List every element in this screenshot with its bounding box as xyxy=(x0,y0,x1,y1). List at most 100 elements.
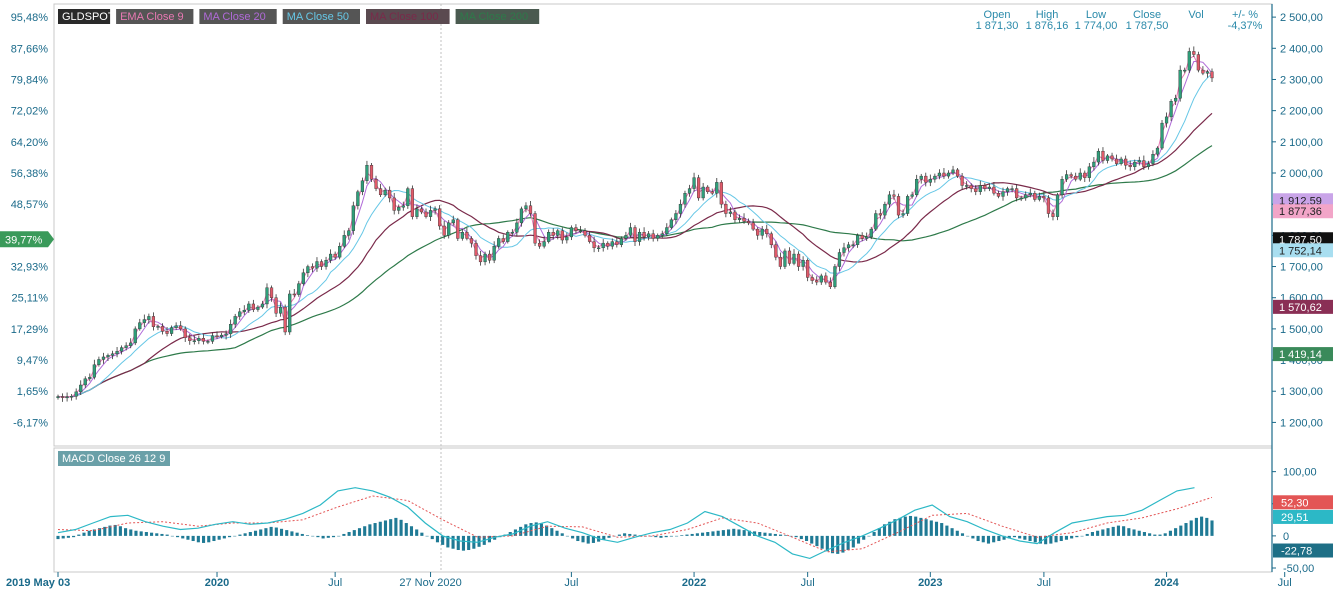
candle-body xyxy=(860,235,864,239)
macd-hist-bar xyxy=(300,533,304,536)
candle-body xyxy=(1087,166,1091,178)
candle-body xyxy=(238,311,242,317)
macd-hist-bar xyxy=(701,532,705,536)
macd-hist-bar xyxy=(415,529,419,536)
candle-body xyxy=(138,322,142,330)
macd-hist-bar xyxy=(420,532,424,536)
macd-hist-bar xyxy=(721,530,725,536)
macd-hist-bar xyxy=(207,535,211,543)
macd-hist-bar xyxy=(1210,520,1214,536)
candle-body xyxy=(996,193,1001,197)
candle-body xyxy=(388,189,392,199)
candle-body xyxy=(1019,197,1023,200)
macd-hist-bar xyxy=(1163,533,1167,536)
candle-body xyxy=(542,241,546,247)
macd-hist-bar xyxy=(862,535,866,540)
macd-hist-bar xyxy=(274,527,278,536)
macd-value-tag xyxy=(1273,543,1333,558)
candle-body xyxy=(1065,174,1069,180)
macd-value-label: 52,30 xyxy=(1281,497,1309,509)
macd-hist-bar xyxy=(259,529,263,536)
candle-body xyxy=(183,328,187,338)
macd-hist-bar xyxy=(1059,535,1063,542)
macd-hist-bar xyxy=(285,530,289,536)
candle-body xyxy=(510,232,514,234)
macd-hist-bar xyxy=(784,535,788,536)
candle-body xyxy=(746,221,751,224)
candle-body xyxy=(129,342,133,346)
percent-tick-label: 64,20% xyxy=(11,137,49,149)
macd-hist-bar xyxy=(1080,535,1084,537)
percent-tick-label: 9,47% xyxy=(17,355,48,367)
candle-body xyxy=(1178,69,1182,99)
candle-body xyxy=(824,275,828,283)
macd-hist-bar xyxy=(851,535,855,548)
candle-body xyxy=(260,303,265,308)
candle-body xyxy=(674,213,678,220)
macd-signal-line xyxy=(57,495,1213,553)
candle-body xyxy=(846,244,851,249)
candle-body xyxy=(1128,165,1132,167)
macd-hist-bar xyxy=(394,517,398,536)
percent-tick-label: 95,48% xyxy=(11,12,49,24)
candle-body xyxy=(597,247,601,250)
candle-body xyxy=(851,244,855,246)
macd-hist-bar xyxy=(976,535,980,542)
legend-label: MA Close 200 xyxy=(460,11,528,23)
macd-hist-bar xyxy=(82,532,86,536)
legend-label: MA Close 100 xyxy=(370,11,438,23)
macd-hist-bar xyxy=(87,530,91,536)
candle-body xyxy=(306,266,310,273)
candle-body xyxy=(501,238,505,242)
macd-hist-bar xyxy=(877,528,881,536)
macd-hist-bar xyxy=(706,532,710,536)
candle-body xyxy=(120,347,124,352)
price-tick-label: 2 200,00 xyxy=(1280,106,1323,118)
candle-body xyxy=(878,213,882,216)
candle-body xyxy=(142,319,146,323)
macd-hist-bar xyxy=(378,521,382,536)
legend-label: MA Close 20 xyxy=(203,11,265,23)
macd-hist-bar xyxy=(555,530,559,536)
candle-body xyxy=(1078,172,1082,180)
candle-body xyxy=(1137,160,1141,163)
macd-hist-bar xyxy=(742,530,746,536)
macd-hist-bar xyxy=(1064,535,1069,540)
candle-body xyxy=(256,306,260,310)
candle-body xyxy=(88,377,92,379)
candle-body xyxy=(678,203,683,214)
candle-body xyxy=(656,235,660,239)
candle-body xyxy=(224,333,228,336)
macd-hist-bar xyxy=(331,535,336,538)
percent-tick-label: 48,57% xyxy=(11,199,49,211)
hdr-pct-label: +/- % xyxy=(1232,9,1258,21)
hdr-pct-value: -4,37% xyxy=(1228,20,1263,32)
legend-label: MA Close 50 xyxy=(287,11,349,23)
macd-hist-bar xyxy=(451,535,455,549)
macd-hist-bar xyxy=(882,524,887,536)
candle-body xyxy=(147,316,151,320)
macd-tick-label: -50,00 xyxy=(1283,563,1314,575)
candle-body xyxy=(883,203,887,216)
time-axis: 2019 May 03 2020 Jul 27 Nov 2020 Jul 2022 Jul 2… xyxy=(6,572,1292,589)
macd-hist-bar xyxy=(1106,528,1110,536)
candle-body xyxy=(292,293,296,296)
macd-hist-bar xyxy=(778,534,783,536)
candle-body xyxy=(1205,71,1210,74)
macd-hist-bar xyxy=(997,535,1001,542)
candle-body xyxy=(469,238,474,244)
candle-body xyxy=(1105,155,1110,161)
candle-body xyxy=(265,287,269,305)
macd-hist-bar xyxy=(1090,532,1094,536)
candle-body xyxy=(1005,188,1010,192)
macd-hist-bar xyxy=(357,528,362,536)
macd-hist-bar xyxy=(1148,533,1152,536)
price-tick-label: 2 500,00 xyxy=(1280,12,1323,24)
macd-hist-bar xyxy=(960,533,965,536)
price-tick-label: 1 700,00 xyxy=(1280,262,1323,274)
macd-hist-bar xyxy=(539,523,543,536)
macd-hist-bar xyxy=(77,534,81,536)
macd-hist-bar xyxy=(550,528,554,536)
candle-body xyxy=(160,326,165,332)
